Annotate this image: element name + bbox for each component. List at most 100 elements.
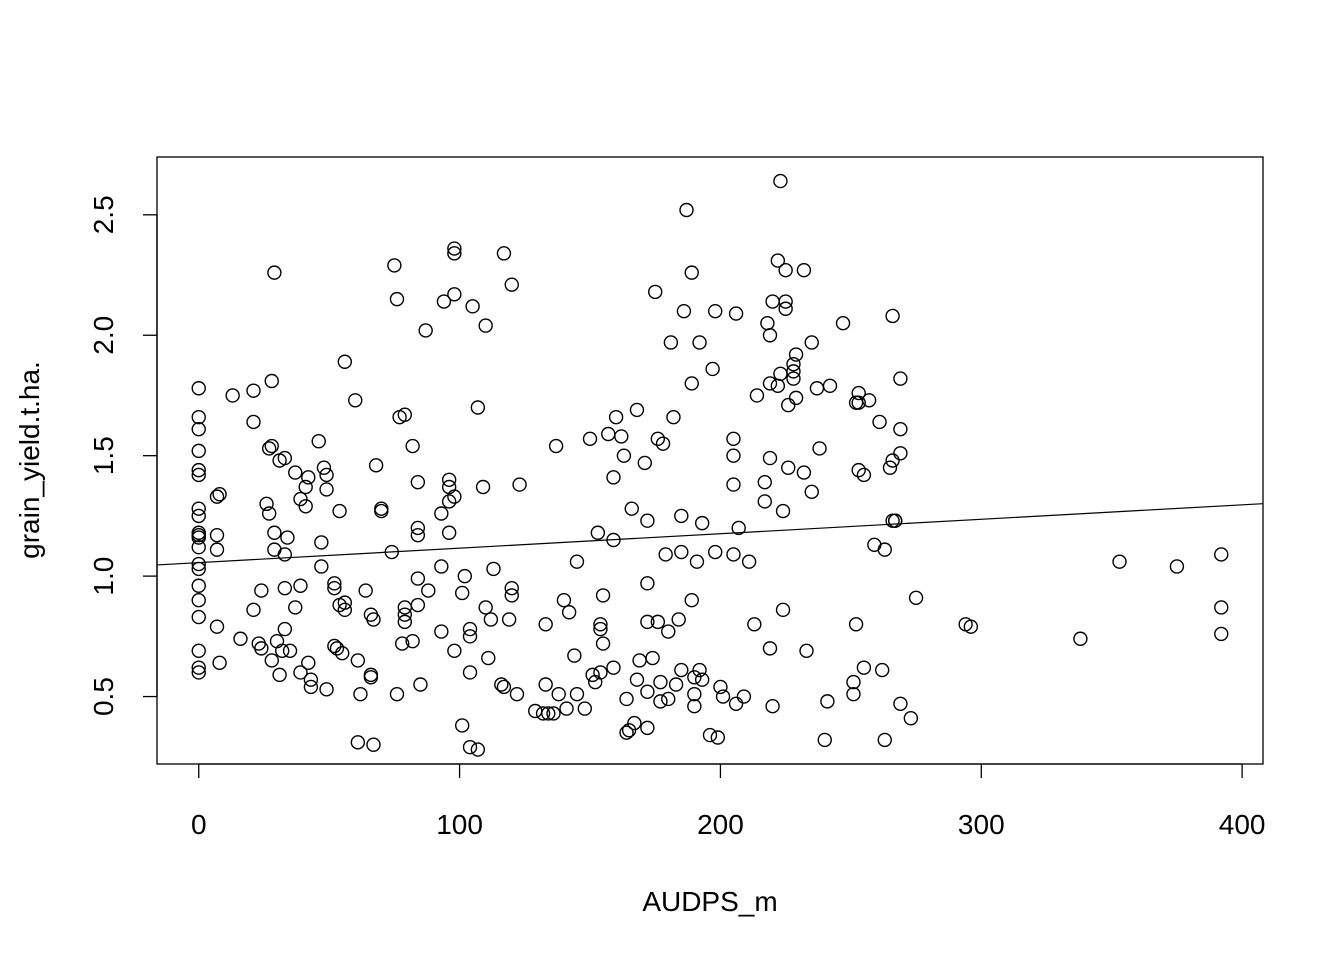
data-point <box>366 737 381 752</box>
x-axis-label: AUDPS_m <box>642 886 777 917</box>
data-point <box>504 588 519 603</box>
data-point <box>457 568 473 584</box>
data-point <box>577 701 592 716</box>
data-point <box>882 460 898 475</box>
data-point <box>747 617 762 632</box>
data-point <box>212 487 227 502</box>
data-point <box>888 513 903 528</box>
data-point <box>410 597 426 613</box>
data-point <box>282 643 298 658</box>
data-point <box>272 667 287 683</box>
data-point <box>254 641 269 656</box>
data-point <box>770 253 786 268</box>
data-point <box>462 665 478 680</box>
data-point <box>462 629 478 644</box>
data-point <box>702 727 718 743</box>
data-point <box>893 421 908 437</box>
data-point <box>350 653 366 668</box>
data-point <box>674 662 689 678</box>
data-point <box>483 612 499 627</box>
data-point <box>319 482 334 497</box>
data-point <box>775 602 791 618</box>
data-point <box>337 602 353 618</box>
data-point <box>191 643 206 658</box>
data-point <box>569 686 585 702</box>
data-point <box>267 265 282 280</box>
data-point <box>209 619 225 634</box>
data-point <box>731 520 746 536</box>
data-point <box>434 559 449 574</box>
data-point <box>728 696 744 711</box>
data-point <box>687 686 702 702</box>
data-point <box>817 732 832 748</box>
data-point <box>640 614 655 630</box>
data-point <box>225 388 240 403</box>
data-point <box>629 672 645 687</box>
data-point <box>666 409 681 425</box>
data-point <box>595 588 611 603</box>
data-point <box>872 414 887 430</box>
data-point <box>820 694 835 709</box>
data-point <box>684 593 699 608</box>
data-point <box>397 614 413 630</box>
regression-line <box>156 503 1264 566</box>
data-point <box>851 395 866 410</box>
y-axis: 0.5 1.0 1.5 2.0 2.5 <box>88 195 158 716</box>
data-point <box>504 580 519 596</box>
data-point <box>601 426 616 442</box>
data-point <box>397 607 413 622</box>
data-point <box>277 580 293 596</box>
data-point <box>275 643 290 658</box>
data-point <box>470 742 486 757</box>
data-point <box>546 706 561 721</box>
data-point <box>809 381 825 396</box>
data-point <box>773 366 788 381</box>
data-point <box>264 373 279 389</box>
data-point <box>374 503 389 519</box>
data-point <box>303 679 319 695</box>
data-point <box>893 696 908 711</box>
data-point <box>269 633 285 649</box>
data-point <box>327 576 342 591</box>
data-point <box>569 554 585 569</box>
data-point <box>397 407 413 422</box>
data-point <box>1073 631 1088 646</box>
data-point <box>191 593 206 608</box>
data-point <box>632 653 647 668</box>
data-point <box>551 686 566 702</box>
data-point <box>877 542 892 557</box>
data-point <box>298 499 313 514</box>
data-point <box>726 431 741 447</box>
data-point <box>441 472 457 487</box>
data-point <box>710 730 726 745</box>
data-point <box>648 284 663 300</box>
data-point <box>389 686 405 702</box>
data-point <box>481 650 496 666</box>
data-point <box>496 679 512 695</box>
data-point <box>209 542 225 557</box>
data-point <box>762 376 778 391</box>
data-point <box>413 677 428 692</box>
data-point <box>616 448 632 463</box>
data-point <box>496 246 512 261</box>
data-point <box>410 474 426 490</box>
data-point <box>191 381 206 396</box>
data-point <box>760 316 775 331</box>
data-point <box>835 316 851 331</box>
data-point <box>788 390 804 406</box>
y-tick-label: 1.5 <box>88 436 119 475</box>
data-point <box>387 258 402 273</box>
data-point <box>556 593 572 608</box>
data-point <box>447 287 462 302</box>
data-point <box>708 544 723 560</box>
data-point <box>303 672 319 687</box>
data-point <box>548 438 564 454</box>
data-point <box>877 732 892 748</box>
data-point <box>765 294 780 309</box>
data-point <box>593 665 608 680</box>
data-point <box>640 513 655 528</box>
data-point <box>679 202 694 218</box>
data-point <box>293 665 308 680</box>
data-point <box>851 462 866 478</box>
data-point <box>436 294 452 309</box>
